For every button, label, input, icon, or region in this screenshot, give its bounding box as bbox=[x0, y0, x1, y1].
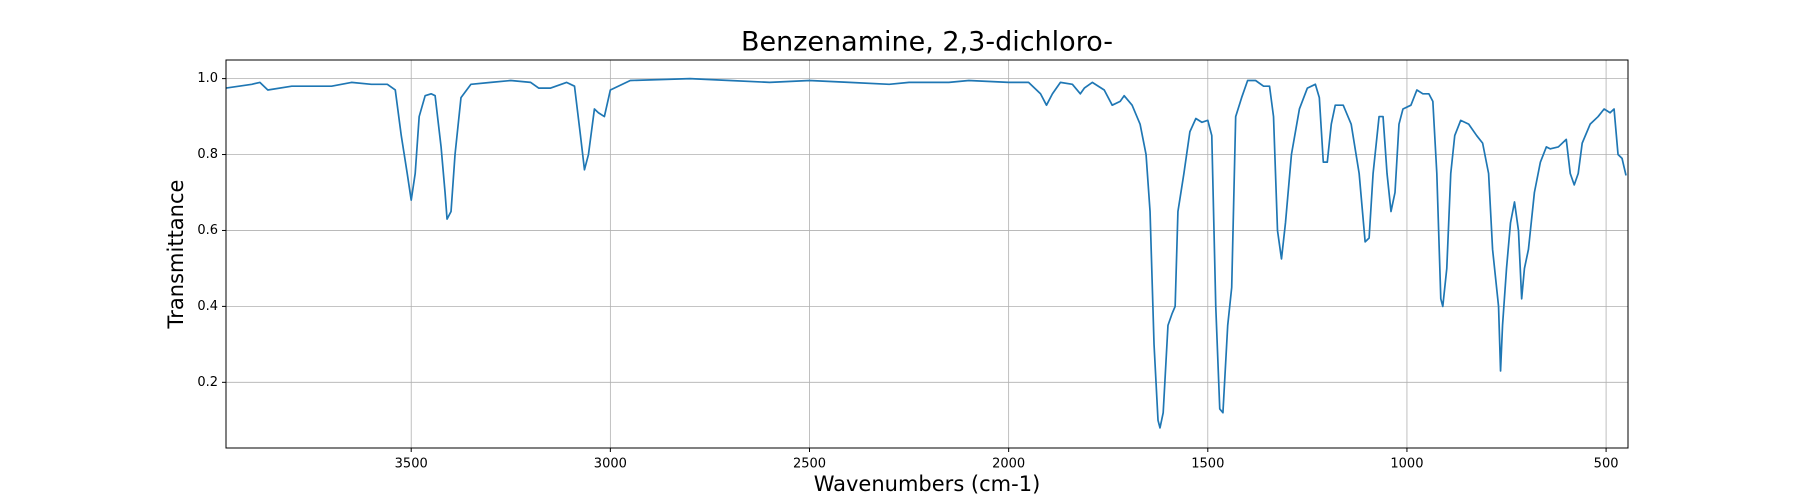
y-tick-label: 0.2 bbox=[197, 375, 218, 390]
y-tick-label: 0.6 bbox=[197, 223, 218, 238]
y-tick-label: 0.8 bbox=[197, 147, 218, 162]
x-tick-label: 3000 bbox=[594, 457, 627, 472]
y-tick-label: 0.4 bbox=[197, 299, 218, 314]
spectrum-line bbox=[225, 77, 1627, 429]
x-tick-label: 1500 bbox=[1191, 457, 1224, 472]
plot-frame bbox=[225, 59, 1629, 449]
x-tick-label: 3500 bbox=[395, 457, 428, 472]
x-tick-label: 500 bbox=[1594, 457, 1619, 472]
y-axis-label: Transmittance bbox=[164, 180, 188, 330]
x-tick-label: 2000 bbox=[992, 457, 1025, 472]
x-axis-label: Wavenumbers (cm-1) bbox=[814, 472, 1041, 496]
y-tick-label: 1.0 bbox=[197, 71, 218, 86]
x-tick-label: 1000 bbox=[1390, 457, 1423, 472]
chart-title: Benzenamine, 2,3-dichloro- bbox=[741, 27, 1113, 58]
x-tick-label: 2500 bbox=[793, 457, 826, 472]
